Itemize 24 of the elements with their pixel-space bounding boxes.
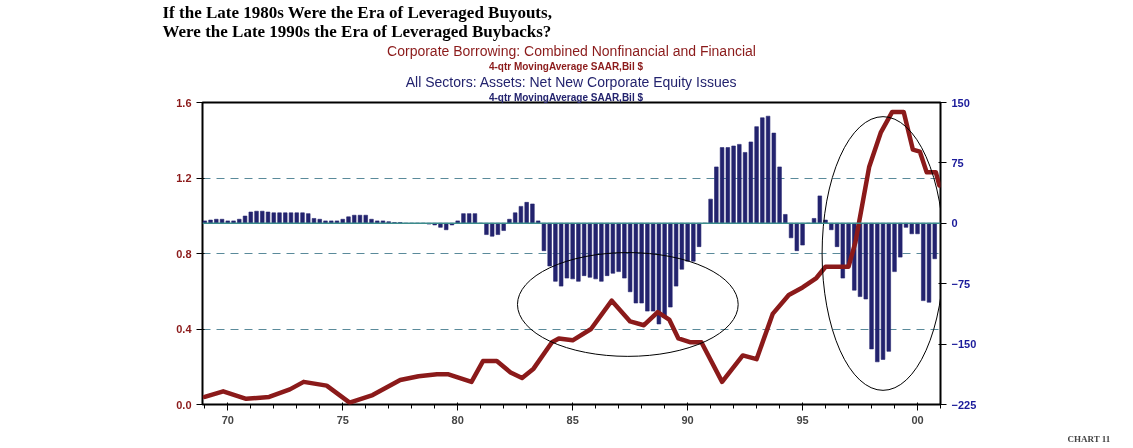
y-tick-label: 0.0 <box>176 398 192 411</box>
text: Corporate Borrowing: Combined Nonfinancial and Financial <box>387 42 756 59</box>
y2-tick-label: −225 <box>951 398 977 411</box>
y-tick-label: 0.8 <box>176 247 192 260</box>
x-tick-label: 75 <box>336 413 349 426</box>
y-tick-label: 1.2 <box>176 172 192 184</box>
chart-title: If the Late 1980s Were the Era of Leveraged Buyouts, Were the Late 1990s the Era of Leveraged Buybacks? <box>162 2 552 41</box>
x-tick-label: 85 <box>566 413 579 426</box>
x-tick-label: 70 <box>221 413 234 426</box>
y-tick-label: 0.4 <box>176 323 193 335</box>
x-tick-label: 90 <box>681 413 694 426</box>
y-tick-label: 1.6 <box>176 96 192 109</box>
text: All Sectors: Assets: Net New Corporate Equity Issues <box>405 73 737 90</box>
x-tick-label: 00 <box>911 413 924 426</box>
x-tick-label: 95 <box>796 413 809 426</box>
y2-tick-label: 150 <box>951 96 970 109</box>
y2-tick-label: −75 <box>951 277 971 290</box>
text: 4-qtr MovingAverage SAAR,Bil $ <box>488 91 644 103</box>
y2-tick-label: 0 <box>951 217 958 230</box>
x-tick-label: 80 <box>451 413 464 426</box>
y2-tick-label: −150 <box>951 338 977 351</box>
text: 4-qtr MovingAverage SAAR,Bil $ <box>488 60 644 72</box>
y2-tick-label: 75 <box>951 156 964 169</box>
caption: CHART 11 <box>1067 433 1111 444</box>
